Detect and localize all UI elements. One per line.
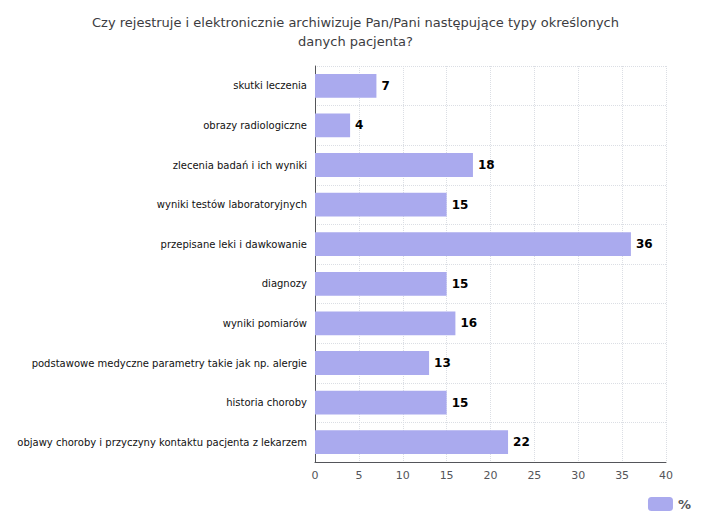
svg-text:diagnozy: diagnozy <box>262 278 307 289</box>
svg-text:25: 25 <box>527 469 541 482</box>
svg-text:30: 30 <box>571 469 585 482</box>
svg-text:skutki leczenia: skutki leczenia <box>233 80 307 91</box>
svg-text:22: 22 <box>513 435 530 449</box>
svg-text:%: % <box>678 497 691 512</box>
svg-text:13: 13 <box>434 356 451 370</box>
svg-text:obrazy radiologiczne: obrazy radiologiczne <box>203 120 307 131</box>
svg-text:20: 20 <box>484 469 498 482</box>
svg-text:przepisane leki i dawkowanie: przepisane leki i dawkowanie <box>161 239 307 250</box>
svg-text:18: 18 <box>478 158 495 172</box>
svg-text:wyniki testów laboratoryjnych: wyniki testów laboratoryjnych <box>157 199 307 210</box>
svg-text:15: 15 <box>452 396 469 410</box>
svg-text:danych pacjenta?: danych pacjenta? <box>298 34 413 49</box>
svg-text:podstawowe medyczne parametry: podstawowe medyczne parametry takie jak … <box>32 358 307 369</box>
svg-text:7: 7 <box>381 79 389 93</box>
svg-text:15: 15 <box>452 198 469 212</box>
svg-text:objawy choroby i przyczyny kon: objawy choroby i przyczyny kontaktu pacj… <box>17 437 307 448</box>
svg-text:16: 16 <box>460 316 477 330</box>
svg-text:Czy rejestruje i elektroniczni: Czy rejestruje i elektronicznie archiwiz… <box>92 15 619 30</box>
svg-text:historia choroby: historia choroby <box>226 397 307 408</box>
svg-text:4: 4 <box>355 118 363 132</box>
svg-text:zlecenia badań i ich wyniki: zlecenia badań i ich wyniki <box>173 160 307 171</box>
svg-text:40: 40 <box>659 469 673 482</box>
svg-text:35: 35 <box>615 469 629 482</box>
svg-text:15: 15 <box>452 277 469 291</box>
svg-text:0: 0 <box>312 469 319 482</box>
svg-text:10: 10 <box>396 469 410 482</box>
svg-text:15: 15 <box>440 469 454 482</box>
svg-text:36: 36 <box>636 237 653 251</box>
svg-text:wyniki pomiarów: wyniki pomiarów <box>223 318 307 329</box>
svg-text:5: 5 <box>355 469 362 482</box>
